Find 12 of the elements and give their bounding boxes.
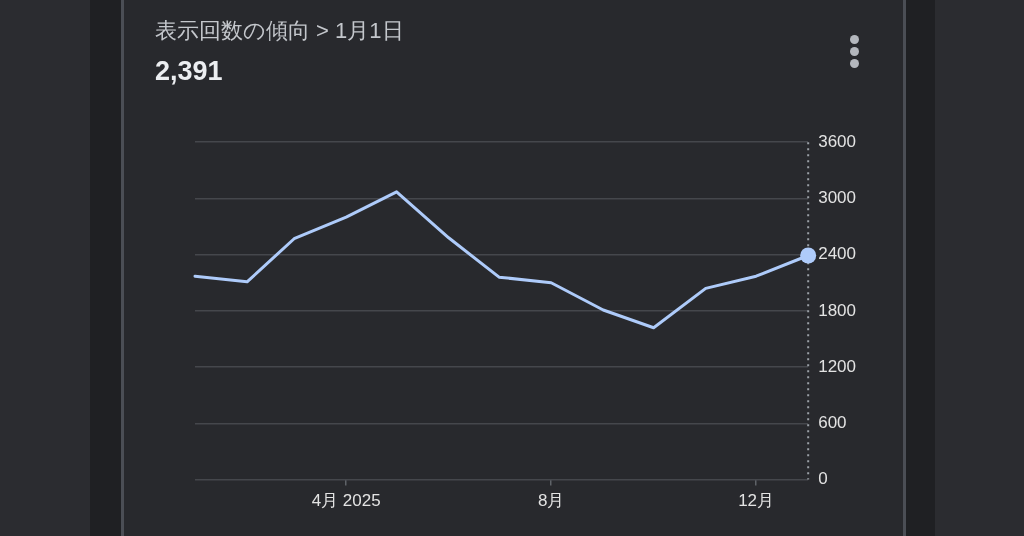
y-tick-label: 3600 xyxy=(818,131,857,151)
y-tick-label: 1800 xyxy=(818,300,857,320)
y-tick-label: 3000 xyxy=(818,188,857,208)
x-tick-label: 12月 xyxy=(738,491,775,511)
y-tick-label: 0 xyxy=(818,469,828,489)
y-tick-label: 600 xyxy=(818,413,847,433)
x-tick-label: 8月 xyxy=(537,491,565,511)
chart-subtitle: 2,391 xyxy=(155,56,223,87)
chart-title: 表示回数の傾向 > 1月1日 xyxy=(155,17,404,45)
x-tick-label: 4月 2025 xyxy=(311,491,381,511)
y-tick-label: 2400 xyxy=(818,244,857,264)
y-tick-label: 1200 xyxy=(818,356,857,376)
